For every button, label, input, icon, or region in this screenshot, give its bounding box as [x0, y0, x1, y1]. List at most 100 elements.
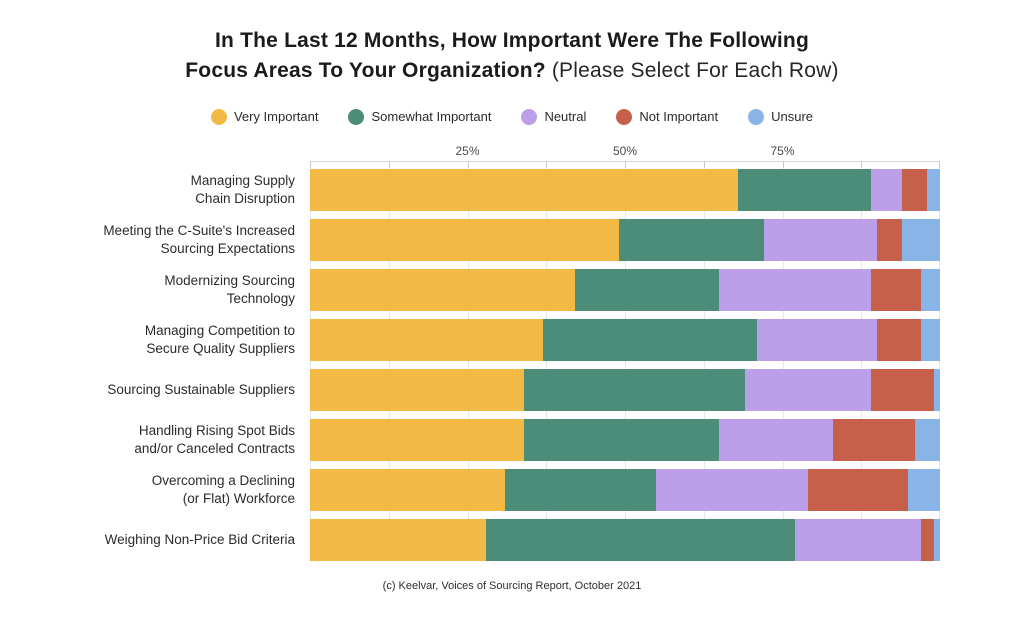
chart-title-text-bold: Focus Areas To Your Organization? — [185, 59, 546, 83]
stacked-bar — [310, 418, 940, 461]
bar-segment — [543, 318, 758, 361]
row-label: Meeting the C-Suite's Increased Sourcing … — [103, 223, 295, 256]
bar-segment — [618, 218, 764, 261]
legend-label: Neutral — [544, 109, 587, 125]
bar-segment — [757, 318, 877, 361]
stacked-bar — [310, 468, 940, 511]
bar-segment — [927, 168, 940, 211]
x-axis-tick — [625, 160, 626, 168]
chart-title: In The Last 12 Months, How Important Wer… — [0, 0, 1024, 87]
bar-segment — [738, 168, 871, 211]
x-axis-tick — [782, 160, 784, 168]
chart-title-note: (Please Select For Each Row) — [551, 59, 839, 83]
legend-item: Somewhat Important — [348, 108, 492, 125]
legend-item: Not Important — [616, 108, 719, 125]
bar-row: Sourcing Sustainable Suppliers — [0, 368, 1024, 411]
bar-segment — [310, 468, 506, 511]
row-label: Weighing Non-Price Bid Criteria — [104, 531, 295, 547]
x-axis-labels: 25% 50% 75% — [310, 141, 940, 161]
bar-segment — [719, 418, 833, 461]
bar-segment — [832, 418, 915, 461]
x-axis-tick — [861, 160, 863, 168]
bar-segment — [902, 168, 928, 211]
x-axis-tick-label: 75% — [770, 143, 795, 158]
legend-label: Unsure — [771, 109, 814, 125]
gridline — [703, 160, 705, 561]
legend-label: Not Important — [639, 109, 719, 125]
gridline — [782, 160, 784, 561]
bar-segment — [921, 518, 934, 561]
chart: 25% 50% 75% Managing Supply Chain Disruptio… — [0, 141, 1024, 561]
x-axis-tick-label: 25% — [455, 143, 480, 158]
grid-area — [310, 160, 940, 561]
bar-segment — [902, 218, 940, 261]
bar-segment — [908, 468, 940, 511]
bar-segment — [310, 368, 525, 411]
bar-segment — [914, 418, 940, 461]
gridline — [310, 160, 311, 561]
bar-segment — [876, 218, 903, 261]
x-axis-tick — [467, 160, 469, 168]
bar-segment — [870, 368, 934, 411]
gridline — [939, 160, 940, 561]
row-label: Overcoming a Declining (or Flat) Workforc… — [151, 473, 295, 506]
bar-segment — [933, 368, 940, 411]
bar-row: Modernizing Sourcing Technology — [0, 268, 1024, 311]
legend-item: Very Important — [210, 108, 319, 125]
row-label: Managing Competition to Secure Quality Su… — [144, 323, 295, 356]
bar-segment — [876, 318, 922, 361]
bar-row: Overcoming a Declining (or Flat) Workforc… — [0, 468, 1024, 511]
stacked-bar — [310, 168, 940, 211]
bar-segment — [719, 268, 871, 311]
stacked-bar — [310, 268, 940, 311]
bar-row: Managing Competition to Secure Quality Su… — [0, 318, 1024, 361]
row-label: Modernizing Sourcing Technology — [164, 273, 295, 306]
legend-dot-icon — [348, 108, 365, 125]
legend-dot-icon — [210, 108, 227, 125]
legend-label: Very Important — [233, 109, 319, 125]
row-label: Sourcing Sustainable Suppliers — [107, 381, 295, 397]
bar-segment — [933, 518, 940, 561]
gridline — [861, 160, 863, 561]
bar-segment — [310, 518, 487, 561]
legend-dot-icon — [616, 108, 633, 125]
bar-segment — [656, 468, 808, 511]
stacked-bar — [310, 318, 940, 361]
bar-row: Handling Rising Spot Bids and/or Canceled… — [0, 418, 1024, 461]
bar-segment — [921, 268, 940, 311]
stacked-bar — [310, 518, 940, 561]
row-label: Managing Supply Chain Disruption — [190, 173, 295, 206]
chart-title-line2: Focus Areas To Your Organization? (Pleas… — [0, 56, 1024, 86]
x-axis-tick — [939, 160, 940, 168]
row-label: Handling Rising Spot Bids and/or Canceled… — [134, 423, 295, 456]
legend-item: Unsure — [748, 108, 814, 125]
bar-segment — [870, 168, 903, 211]
x-axis-tick — [388, 160, 390, 168]
stacked-bar — [310, 218, 940, 261]
x-axis-tick-label: 50% — [612, 143, 638, 158]
bar-row: Meeting the C-Suite's Increased Sourcing … — [0, 218, 1024, 261]
bar-segment — [921, 318, 940, 361]
plot-area: Managing Supply Chain Disruption Meeting t… — [0, 160, 1024, 561]
bar-segment — [807, 468, 909, 511]
legend: Very Important Somewhat Important Neutral N… — [0, 107, 1024, 127]
bar-row: Managing Supply Chain Disruption — [0, 168, 1024, 211]
bar-segment — [870, 268, 922, 311]
bar-segment — [795, 518, 922, 561]
chart-title-text: In The Last 12 Months, How Important Wer… — [215, 29, 809, 52]
chart-title-line1: In The Last 12 Months, How Important Wer… — [0, 26, 1024, 56]
bar-segment — [310, 268, 575, 311]
legend-label: Somewhat Important — [371, 109, 492, 125]
bar-segment — [763, 218, 877, 261]
gridline — [625, 160, 626, 561]
bar-segment — [744, 368, 871, 411]
gridline — [467, 160, 469, 561]
bar-segment — [486, 518, 796, 561]
bar-segment — [310, 168, 739, 211]
bar-segment — [505, 468, 657, 511]
gridline — [546, 160, 548, 561]
footer-caption: (c) Keelvar, Voices of Sourcing Report, … — [382, 579, 642, 592]
bar-segment — [524, 418, 720, 461]
legend-dot-icon — [748, 108, 765, 125]
